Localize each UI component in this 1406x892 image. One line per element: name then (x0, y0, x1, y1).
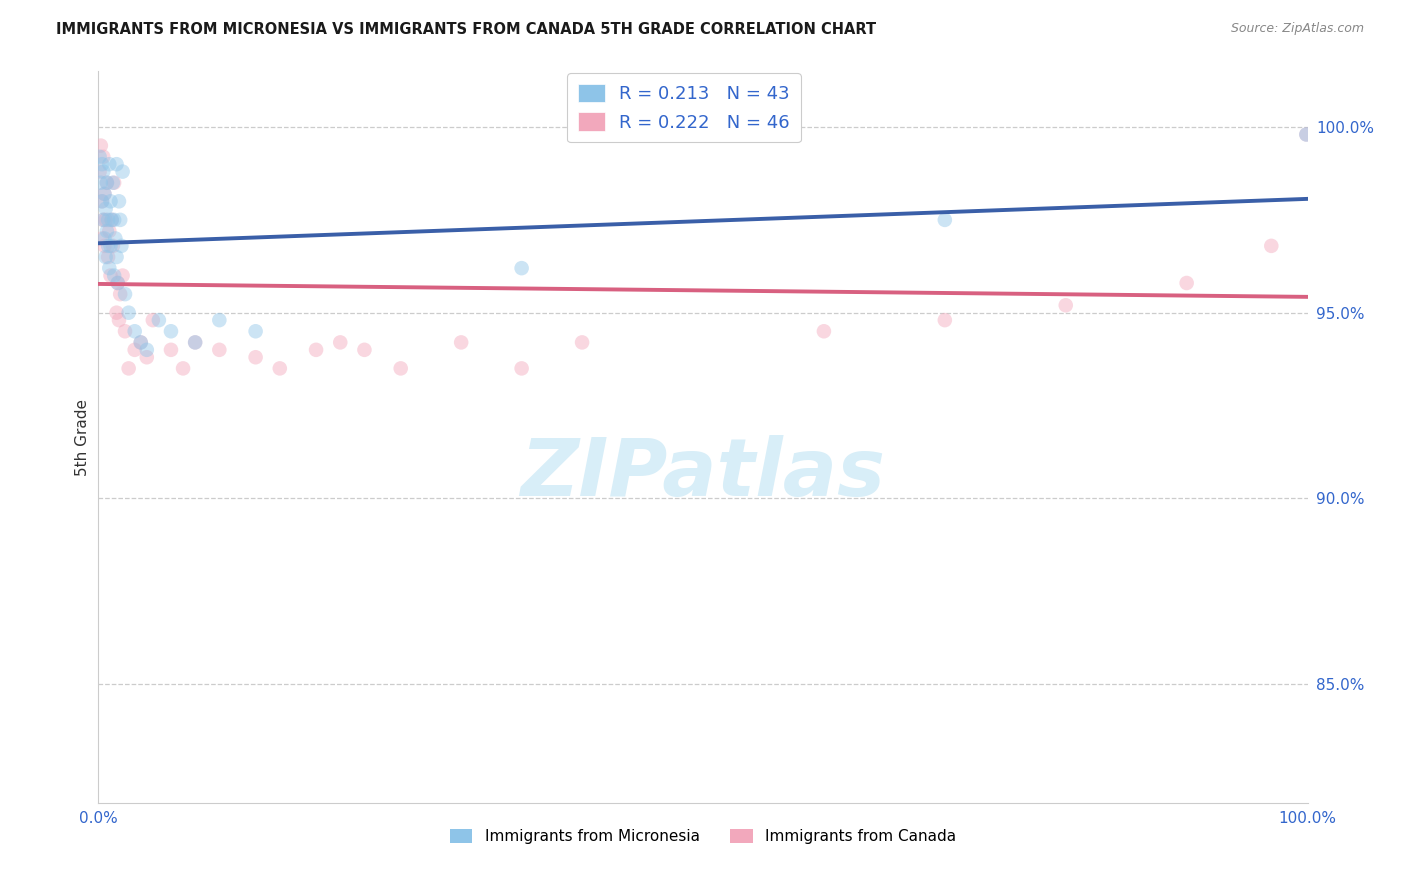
Point (91, 194, 114, 209)
Point (111, 164, 134, 178)
Point (160, 324, 183, 338)
Point (90, 176, 112, 190)
Point (510, 361, 533, 376)
Point (184, 335, 207, 350)
Point (129, 335, 152, 350)
Point (93, 186, 115, 201)
Point (114, 287, 136, 301)
Point (108, 313, 131, 327)
Point (98, 224, 121, 238)
Point (100, 268, 122, 283)
Point (1260, 239, 1282, 253)
Point (124, 343, 146, 357)
Point (208, 343, 231, 357)
Point (208, 313, 231, 327)
Point (93, 239, 115, 253)
Point (142, 313, 165, 327)
Point (107, 276, 129, 290)
Point (184, 335, 207, 350)
Point (94, 250, 117, 264)
Point (510, 261, 533, 276)
Point (934, 313, 956, 327)
Point (90, 138, 112, 153)
Text: ZIPatlas: ZIPatlas (520, 434, 886, 513)
Legend: Immigrants from Micronesia, Immigrants from Canada: Immigrants from Micronesia, Immigrants f… (443, 822, 963, 850)
Point (111, 268, 134, 283)
Point (91, 212, 114, 227)
Point (91, 231, 114, 245)
Point (108, 287, 131, 301)
Point (172, 361, 194, 376)
Point (1054, 298, 1077, 312)
Point (97, 212, 120, 227)
Point (94, 202, 117, 216)
Point (329, 335, 352, 350)
Point (103, 212, 125, 227)
Point (103, 176, 125, 190)
Point (108, 194, 131, 209)
Point (101, 239, 124, 253)
Point (135, 343, 157, 357)
Point (269, 361, 291, 376)
Point (98, 157, 121, 171)
Text: IMMIGRANTS FROM MICRONESIA VS IMMIGRANTS FROM CANADA 5TH GRADE CORRELATION CHART: IMMIGRANTS FROM MICRONESIA VS IMMIGRANTS… (56, 22, 876, 37)
Point (100, 194, 122, 209)
Point (96, 176, 118, 190)
Point (100, 212, 122, 227)
Point (129, 335, 152, 350)
Point (107, 276, 129, 290)
Point (98, 261, 121, 276)
Point (100, 212, 122, 227)
Point (89, 150, 111, 164)
Point (91, 194, 114, 209)
Y-axis label: 5th Grade: 5th Grade (75, 399, 90, 475)
Point (105, 250, 128, 264)
Point (1295, 128, 1317, 142)
Point (93, 231, 115, 245)
Point (100, 239, 122, 253)
Point (89, 164, 111, 178)
Point (105, 306, 128, 320)
Point (103, 268, 125, 283)
Point (91, 212, 114, 227)
Point (148, 313, 170, 327)
Point (124, 324, 146, 338)
Point (450, 335, 472, 350)
Point (353, 343, 375, 357)
Point (108, 212, 131, 227)
Point (245, 351, 267, 365)
Point (91, 150, 114, 164)
Point (389, 361, 412, 376)
Point (571, 335, 593, 350)
Point (118, 361, 141, 376)
Point (97, 239, 120, 253)
Point (813, 324, 835, 338)
Point (91, 157, 114, 171)
Point (110, 239, 132, 253)
Point (94, 212, 117, 227)
Point (305, 343, 328, 357)
Point (118, 306, 141, 320)
Point (114, 324, 136, 338)
Point (91, 164, 114, 178)
Point (1295, 128, 1317, 142)
Point (97, 250, 120, 264)
Point (96, 224, 118, 238)
Point (104, 231, 127, 245)
Text: Source: ZipAtlas.com: Source: ZipAtlas.com (1230, 22, 1364, 36)
Point (101, 176, 124, 190)
Point (1175, 276, 1198, 290)
Point (105, 157, 128, 171)
Point (93, 186, 115, 201)
Point (96, 176, 118, 190)
Point (245, 324, 267, 338)
Point (160, 343, 183, 357)
Point (135, 351, 157, 365)
Point (934, 212, 956, 227)
